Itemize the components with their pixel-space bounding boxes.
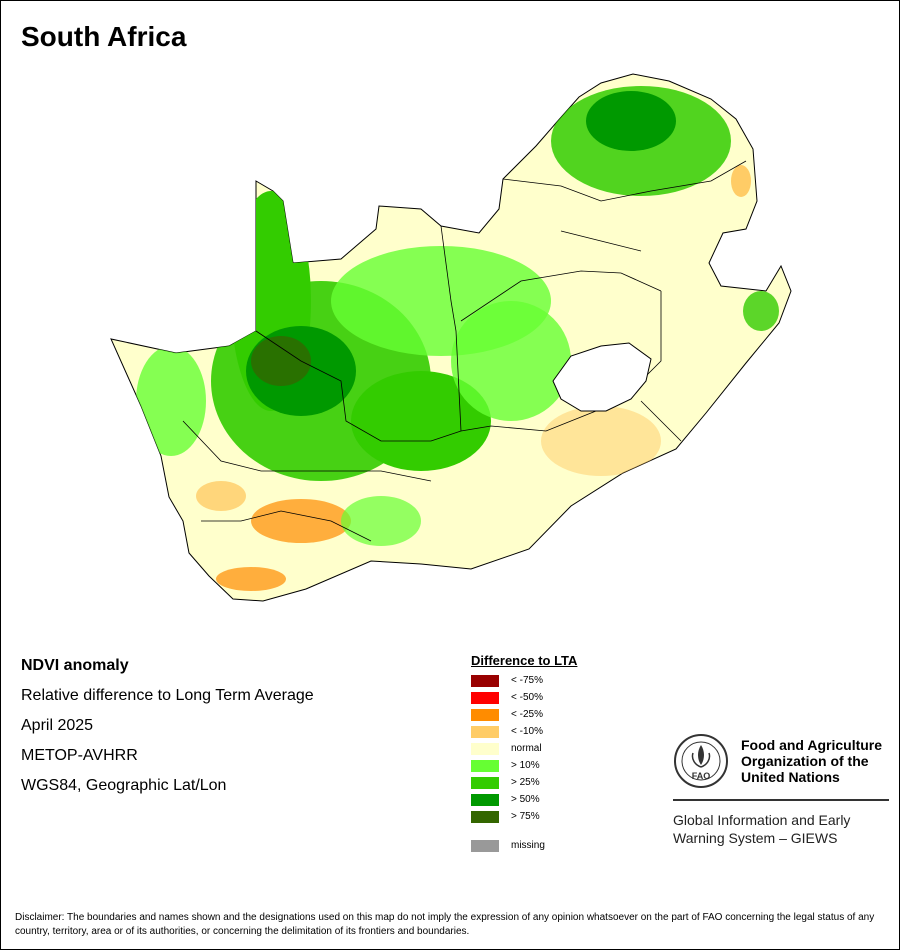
lesotho-enclave [552,342,652,412]
legend-label: > 25% [511,777,540,788]
legend-item: > 75% [471,808,577,825]
fao-logo-block: FAO Food and Agriculture Organization of… [673,733,889,847]
legend-label: < -50% [511,692,543,703]
legend-swatch [471,691,499,704]
info-line-sensor: METOP-AVHRR [21,747,138,764]
legend-swatch [471,793,499,806]
legend-label: > 75% [511,811,540,822]
ndvi-map [110,73,792,602]
info-line-description: Relative difference to Long Term Average [21,687,314,704]
legend-item: > 50% [471,791,577,808]
legend-swatch [471,725,499,738]
fao-org-line-2: Organization of the [741,753,869,769]
legend-swatch [471,674,499,687]
legend-label: > 50% [511,794,540,805]
legend-item: < -10% [471,723,577,740]
legend-item: < -50% [471,689,577,706]
legend-swatch-missing [471,839,499,852]
map-title: South Africa [21,21,187,52]
legend-items: < -75% < -50% < -25% < -10% normal > 10% > 25%… [471,672,577,825]
legend-label: > 10% [511,760,540,771]
legend-swatch [471,742,499,755]
legend-swatch [471,759,499,772]
fao-org-line-3: United Nations [741,769,840,785]
legend-item: normal [471,740,577,757]
legend-label: < -25% [511,709,543,720]
legend-swatch [471,776,499,789]
legend-label: normal [511,743,542,754]
legend-item: > 25% [471,774,577,791]
legend-swatch [471,810,499,823]
legend-label: < -75% [511,675,543,686]
giews-name: Global Information and Early Warning Sys… [673,811,889,847]
fao-org-line-1: Food and Agriculture [741,737,883,753]
legend-item-missing: missing [471,837,577,854]
fao-emblem-text: FAO [692,771,711,781]
legend-item: < -75% [471,672,577,689]
legend-item: < -25% [471,706,577,723]
legend-swatch [471,708,499,721]
info-line-date: April 2025 [21,717,94,734]
legend-item: > 10% [471,757,577,774]
province-boundaries [182,160,747,542]
giews-line-2: Warning System – GIEWS [673,830,838,846]
fao-org-name: Food and Agriculture Organization of the… [741,737,882,785]
disclaimer: Disclaimer: The boundaries and names sho… [15,912,875,937]
giews-line-1: Global Information and Early [673,812,851,828]
legend-title: Difference to LTA [471,653,578,668]
info-line-projection: WGS84, Geographic Lat/Lon [21,777,227,794]
legend: Difference to LTA < -75% < -50% < -25% < -1… [471,653,577,854]
fao-divider [673,799,889,801]
map-info: NDVI anomaly Relative difference to Long… [21,657,314,807]
fao-emblem-icon: FAO [674,734,728,788]
legend-label: < -10% [511,726,543,737]
info-heading: NDVI anomaly [21,657,129,674]
legend-label-missing: missing [511,840,545,851]
